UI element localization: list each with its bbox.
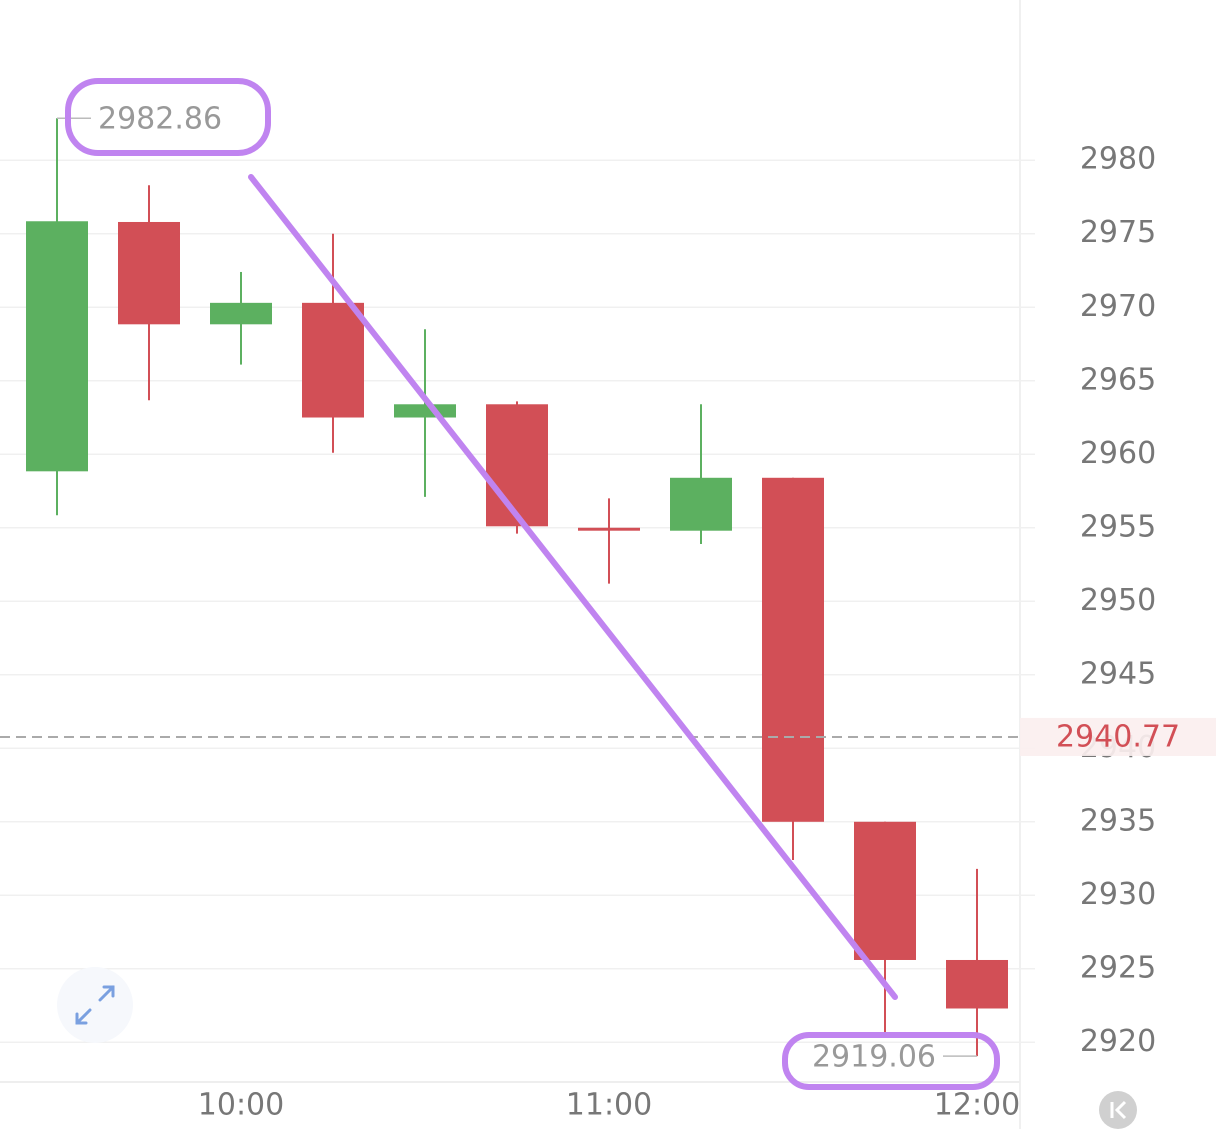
y-tick-label: 2965 — [1080, 362, 1156, 397]
y-tick-label: 2955 — [1080, 509, 1156, 544]
candle-body — [394, 404, 456, 418]
candle-body — [118, 221, 180, 325]
candle-body — [854, 821, 916, 960]
annotation-box — [782, 1032, 1000, 1090]
candle-body — [578, 527, 640, 531]
last-price-label: 2940.77 — [1056, 719, 1180, 754]
y-tick-label: 2950 — [1080, 583, 1156, 618]
y-tick-label: 2970 — [1080, 289, 1156, 324]
candle-body — [762, 477, 824, 822]
y-tick-label: 2920 — [1080, 1024, 1156, 1059]
y-tick-label: 2930 — [1080, 877, 1156, 912]
high-label: 2982.86 — [98, 102, 222, 137]
candle-body — [670, 477, 732, 531]
x-tick-label: 10:00 — [198, 1088, 284, 1123]
y-tick-label: 2980 — [1080, 142, 1156, 177]
expand-button[interactable] — [57, 967, 133, 1043]
candle-body — [26, 221, 88, 472]
annotation-box — [65, 78, 271, 156]
y-tick-label: 2935 — [1080, 803, 1156, 838]
annotation-trend-line — [248, 174, 898, 1000]
expand-icon — [75, 985, 115, 1025]
y-tick-label: 2975 — [1080, 215, 1156, 250]
y-tick-label: 2925 — [1080, 950, 1156, 985]
last-price-box — [1020, 717, 1216, 756]
y-tick-label: 2960 — [1080, 436, 1156, 471]
candle-body — [210, 302, 272, 325]
x-tick-label: 11:00 — [566, 1088, 652, 1123]
candle-body — [302, 302, 364, 418]
low-label: 2919.06 — [812, 1040, 936, 1075]
candle-body — [946, 959, 1008, 1009]
x-tick-label: 12:00 — [934, 1088, 1020, 1123]
y-tick-label: 2945 — [1080, 656, 1156, 691]
reset-icon — [1110, 1100, 1127, 1120]
candle-body — [486, 404, 548, 527]
